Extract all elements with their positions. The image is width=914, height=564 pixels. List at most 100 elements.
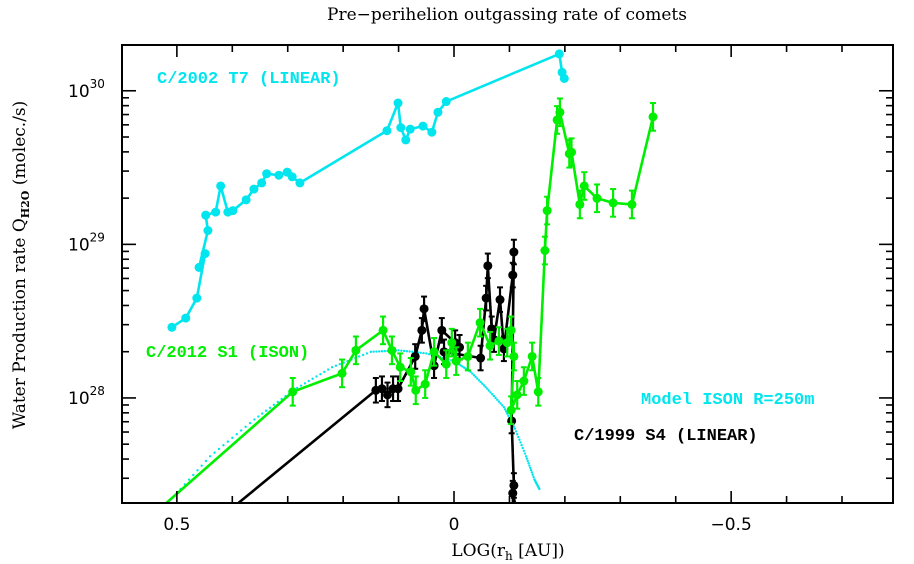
x-axis-label-sub: h	[505, 549, 513, 563]
data-point	[559, 73, 569, 83]
model-dot	[369, 350, 373, 354]
data-point	[419, 304, 429, 314]
data-point	[437, 325, 447, 335]
model-dot	[261, 412, 264, 415]
model-dot	[472, 374, 476, 377]
model-dot	[307, 379, 310, 383]
model-dot	[208, 455, 212, 458]
data-point	[382, 390, 392, 400]
data-point	[627, 199, 637, 209]
data-point	[382, 126, 392, 136]
data-point	[475, 318, 485, 328]
model-dot	[517, 435, 520, 439]
series-c-2012-s1-ison	[165, 97, 658, 503]
x-axis-label-main: LOG(r	[451, 541, 505, 561]
model-dot	[226, 440, 230, 443]
data-point	[575, 199, 585, 209]
model-dot	[530, 471, 534, 474]
model-dot	[527, 462, 530, 465]
data-point	[241, 195, 251, 205]
y-tick-base: 10	[68, 235, 90, 255]
model-dot	[513, 427, 517, 430]
data-point	[429, 347, 439, 357]
data-point	[512, 390, 522, 400]
data-point	[410, 351, 420, 361]
data-point	[509, 247, 519, 257]
data-point	[211, 207, 221, 217]
data-point	[351, 345, 361, 355]
model-dot	[425, 352, 428, 355]
model-dot	[491, 393, 494, 396]
model-dot	[518, 438, 521, 441]
x-axis-label: LOG(rh [AU])	[451, 541, 564, 563]
model-dot	[520, 444, 523, 447]
data-point	[274, 170, 284, 180]
data-point	[393, 384, 403, 394]
model-dot	[503, 408, 507, 411]
data-point	[417, 325, 427, 335]
model-dot	[231, 436, 234, 440]
y-tick-exp: 30	[90, 77, 105, 91]
model-dot	[319, 372, 322, 376]
model-dot	[272, 403, 276, 407]
series-label-model: Model ISON R=250m	[641, 391, 814, 410]
data-point	[192, 293, 202, 303]
model-dot	[239, 429, 243, 432]
model-dot	[484, 385, 487, 389]
model-dot	[524, 455, 528, 458]
data-point	[295, 178, 305, 188]
data-point	[393, 98, 403, 108]
model-dot	[311, 377, 314, 380]
model-dot	[496, 398, 499, 401]
model-dot	[264, 409, 268, 412]
model-dot	[217, 447, 221, 451]
model-dot	[334, 364, 338, 367]
series-c-1999-s4-linear	[237, 238, 519, 503]
model-dot	[519, 441, 522, 444]
data-point	[337, 368, 347, 378]
model-dot	[204, 459, 208, 463]
x-tick-label: 0.5	[163, 515, 190, 535]
data-point	[527, 351, 537, 361]
y-axis-label-tail: (molec./s)	[10, 101, 30, 191]
model-dot	[477, 379, 481, 382]
y-axis-label-main: Water Production rate Q	[10, 218, 30, 429]
model-dot	[257, 415, 260, 418]
model-dot	[402, 349, 406, 353]
data-point	[447, 338, 457, 348]
model-dot	[522, 449, 526, 452]
data-point	[181, 313, 191, 323]
model-dot	[200, 464, 203, 467]
model-dot	[411, 350, 414, 354]
model-dot	[422, 351, 425, 355]
y-tick-base: 10	[68, 82, 90, 102]
model-dot	[531, 473, 534, 476]
chart-title: Pre−perihelion outgassing rate of comets	[327, 5, 687, 25]
data-point	[554, 49, 564, 59]
data-point	[476, 353, 486, 363]
data-point	[555, 107, 565, 117]
data-point	[287, 172, 297, 182]
model-dot	[476, 377, 479, 380]
data-point	[406, 367, 416, 377]
series-label-t7: C/2002 T7 (LINEAR)	[157, 70, 341, 89]
model-dot	[532, 475, 535, 479]
model-dot	[196, 469, 199, 472]
model-dot	[400, 349, 403, 352]
model-dot	[248, 421, 252, 425]
model-dot	[514, 430, 518, 433]
data-point	[506, 325, 516, 335]
model-dot	[365, 352, 369, 355]
model-dot	[486, 387, 489, 390]
data-point	[506, 405, 516, 415]
data-point	[579, 181, 589, 191]
data-point	[540, 246, 550, 256]
model-dot	[512, 425, 516, 428]
model-dot	[383, 349, 386, 353]
x-tick-label: 0	[449, 515, 460, 535]
data-point	[441, 97, 451, 107]
data-point	[519, 376, 529, 386]
model-dot	[375, 350, 378, 353]
model-dot	[408, 350, 411, 353]
